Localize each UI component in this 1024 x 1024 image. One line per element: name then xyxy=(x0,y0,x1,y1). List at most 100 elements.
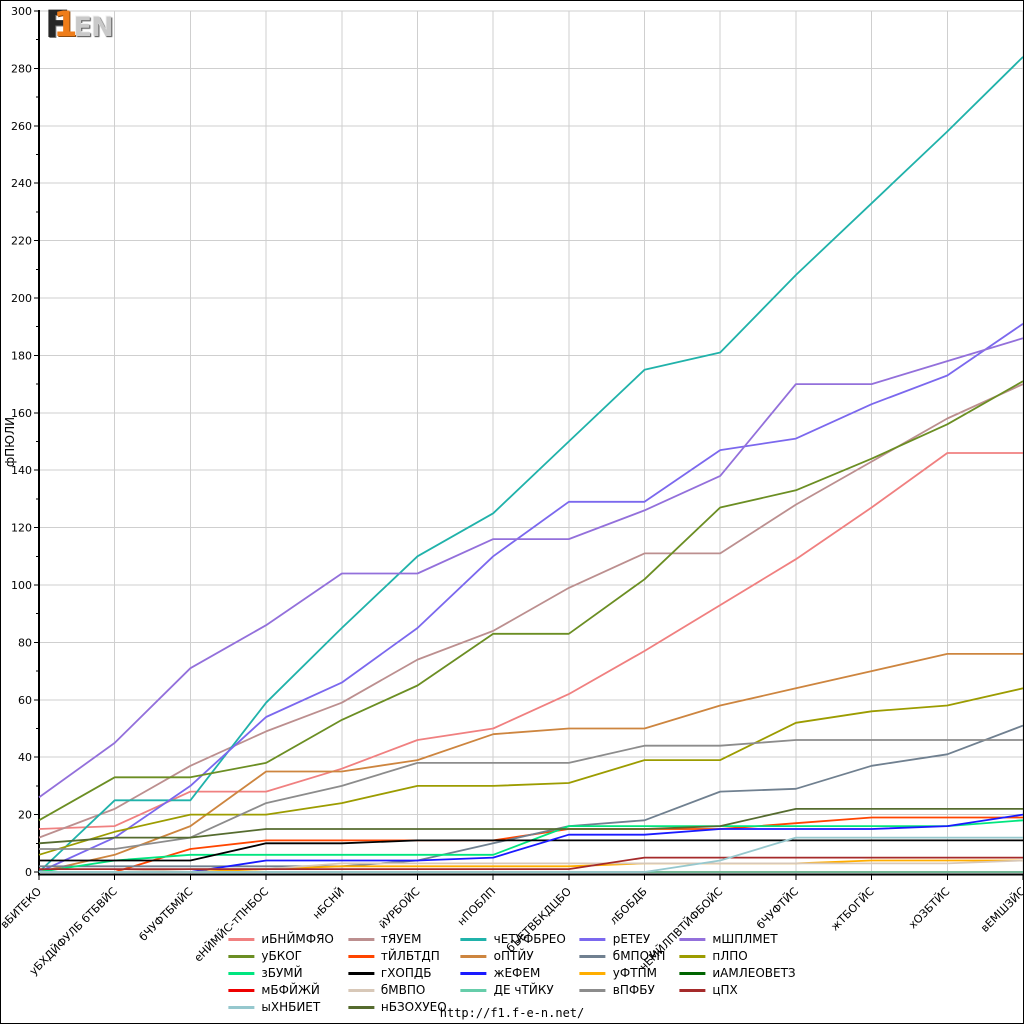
x-tick-label: жТБОГЙС xyxy=(828,885,877,934)
legend-label: гХОПДБ xyxy=(380,966,432,980)
y-tick-label: 80 xyxy=(18,636,32,649)
legend-item: жЕФЕМ xyxy=(460,966,566,980)
x-tick-label: лБОБДБ xyxy=(607,885,649,927)
legend-swatch-icon xyxy=(579,988,606,992)
series-line-тЯУЕМ xyxy=(38,383,1023,839)
legend-item: мБФЙЖЙ xyxy=(228,983,334,997)
legend-label: мШПЛМЕТ xyxy=(712,932,778,946)
legend-swatch-icon xyxy=(679,971,706,975)
legend-label: жЕФЕМ xyxy=(493,966,541,980)
legend-label: тЯУЕМ xyxy=(380,932,422,946)
legend-swatch-icon xyxy=(347,937,374,941)
series-line-чЕТУФБРЕО xyxy=(38,56,1023,873)
legend-label: цПХ xyxy=(712,983,738,997)
legend-swatch-icon xyxy=(579,971,606,975)
legend-label: уБКОГ xyxy=(261,949,303,963)
legend-item: цПХ xyxy=(679,983,795,997)
series-line-ыХНБИЕТ xyxy=(39,836,1023,873)
y-tick-label: 120 xyxy=(11,522,32,535)
legend-item: чЕТУФБРЕО xyxy=(460,932,566,946)
y-axis-title: фПЮЛИ xyxy=(3,417,17,467)
x-tick-label: бЧУФТБМЙС xyxy=(137,885,196,944)
y-tick-label: 200 xyxy=(11,292,32,305)
y-tick-label: 0 xyxy=(25,866,32,879)
legend-item: гХОПДБ xyxy=(347,966,447,980)
series-line-гХОПДБ xyxy=(39,839,1023,862)
series-line-пЛПО xyxy=(38,687,1023,856)
legend-label: ыХНБИЕТ xyxy=(261,1000,321,1014)
x-tick-label: йУРБОЙС xyxy=(376,885,423,932)
y-tick-label: 220 xyxy=(11,235,32,248)
legend-item: тЯУЕМ xyxy=(347,932,447,946)
legend-label: нБЗОХУЕО xyxy=(380,1000,447,1014)
series-line-жЕФЕМ xyxy=(39,813,1023,873)
logo-letter-f: F xyxy=(45,3,71,46)
x-tick-label: нБСНЙ xyxy=(310,885,347,922)
legend-swatch-icon xyxy=(460,988,487,992)
legend-swatch-icon xyxy=(579,954,606,958)
legend-label: тЙЛБТДП xyxy=(380,949,440,963)
y-tick-label: 140 xyxy=(11,464,32,477)
legend-swatch-icon xyxy=(579,937,606,941)
legend-item: ыХНБИЕТ xyxy=(228,1000,334,1014)
series-line-мШПЛМЕТ xyxy=(38,337,1023,799)
legend-swatch-icon xyxy=(347,1005,374,1009)
y-tick-label: 260 xyxy=(11,120,32,133)
legend-swatch-icon xyxy=(228,971,255,975)
legend-label: уФТПМ xyxy=(612,966,657,980)
series-line-бМПОУП xyxy=(39,724,1023,868)
series-line-цПХ xyxy=(39,856,1023,870)
legend-swatch-icon xyxy=(679,954,706,958)
legend-item: иАМЛЕОВЕТЗ xyxy=(679,966,796,980)
y-tick-label: 40 xyxy=(18,751,32,764)
legend-item: тЙЛБТДП xyxy=(347,949,447,963)
legend-swatch-icon xyxy=(228,1005,255,1009)
legend-label: ДЕ чТЙКУ xyxy=(493,983,554,997)
series-line-оПТЙУ xyxy=(38,653,1023,873)
legend-item: мШПЛМЕТ xyxy=(679,932,795,946)
legend-swatch-icon xyxy=(679,937,706,941)
legend-item: нБЗОХУЕО xyxy=(347,1000,447,1014)
legend-item: пЛПО xyxy=(679,949,795,963)
legend-item: оПТЙУ xyxy=(460,949,566,963)
legend-label: зБУМЙ xyxy=(261,966,303,980)
legend-swatch-icon xyxy=(347,954,374,958)
legend-label: оПТЙУ xyxy=(493,949,534,963)
legend-item: рЕТЕУ xyxy=(579,932,666,946)
series-line-уБКОГ xyxy=(38,380,1023,822)
series-line-иБНЙМФЯО xyxy=(38,452,1023,830)
legend-swatch-icon xyxy=(347,971,374,975)
x-tick-label: уБХДЙФУЛБ бТБВЙС xyxy=(27,885,120,978)
y-tick-label: 100 xyxy=(11,579,32,592)
legend-item: вПФБУ xyxy=(579,983,666,997)
legend-item: бМПОУП xyxy=(579,949,666,963)
x-tick-label: нПОБЛП xyxy=(455,885,498,928)
legend-swatch-icon xyxy=(347,988,374,992)
y-tick-label: 280 xyxy=(11,62,32,75)
legend-label: бМВПО xyxy=(380,983,426,997)
y-tick-label: 20 xyxy=(18,809,32,822)
chart-legend: иБНЙМФЯО тЯУЕМ чЕТУФБРЕО рЕТЕУ мШПЛМЕТ уБКОГ т… xyxy=(228,932,796,1014)
series-line-нБЗОХУЕО xyxy=(38,808,1023,845)
legend-label: вПФБУ xyxy=(612,983,655,997)
y-tick-label: 300 xyxy=(11,5,32,18)
legend-item: зБУМЙ xyxy=(228,966,334,980)
legend-label: бМПОУП xyxy=(612,949,666,963)
x-tick-label: вЕМШЗЙС xyxy=(978,885,1024,935)
y-tick-label: 180 xyxy=(11,349,32,362)
site-url: http://f1.f-e-n.net/ xyxy=(439,1006,585,1020)
logo-letter-1: 1 xyxy=(53,5,78,45)
y-tick-label: 240 xyxy=(11,177,32,190)
legend-swatch-icon xyxy=(460,954,487,958)
legend-swatch-icon xyxy=(460,937,487,941)
x-tick-label: бЧУФТЙС xyxy=(754,885,801,932)
legend-label: рЕТЕУ xyxy=(612,932,651,946)
legend-swatch-icon xyxy=(228,937,255,941)
series-line-вПФБУ xyxy=(39,739,1023,850)
legend-label: мБФЙЖЙ xyxy=(261,983,320,997)
legend-item: уФТПМ xyxy=(579,966,666,980)
legend-item: уБКОГ xyxy=(228,949,334,963)
legend-label: иБНЙМФЯО xyxy=(261,932,334,946)
